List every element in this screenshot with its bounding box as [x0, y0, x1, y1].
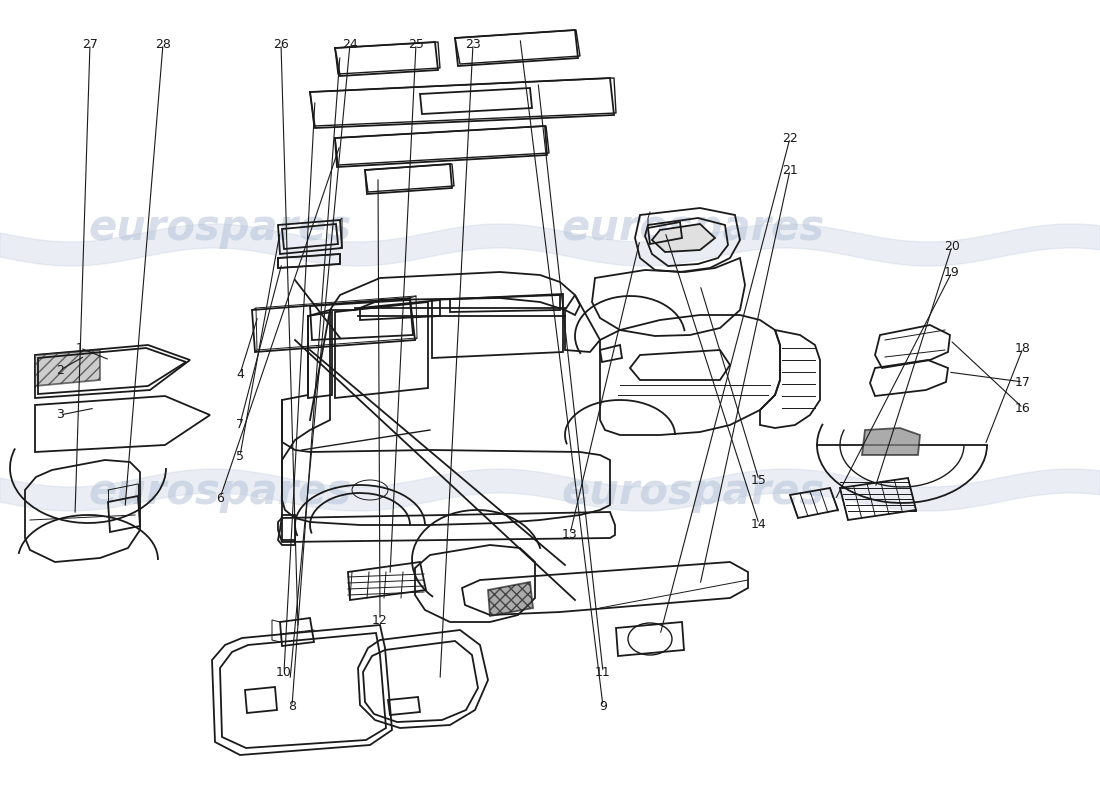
Text: 7: 7 — [236, 418, 244, 430]
Text: 26: 26 — [273, 38, 289, 50]
Text: 8: 8 — [288, 699, 296, 713]
Text: 9: 9 — [600, 699, 607, 713]
Text: 12: 12 — [372, 614, 388, 626]
Polygon shape — [652, 224, 715, 252]
Text: 23: 23 — [465, 38, 481, 50]
Text: 13: 13 — [562, 527, 578, 541]
Text: 16: 16 — [1015, 402, 1031, 414]
Text: 25: 25 — [408, 38, 424, 50]
Text: eurospares: eurospares — [561, 471, 825, 513]
Polygon shape — [862, 428, 920, 455]
Text: eurospares: eurospares — [561, 207, 825, 249]
Text: 10: 10 — [276, 666, 292, 678]
Text: 4: 4 — [236, 367, 244, 381]
Text: 18: 18 — [1015, 342, 1031, 354]
Text: 22: 22 — [782, 131, 797, 145]
Text: 2: 2 — [56, 363, 64, 377]
Text: 14: 14 — [751, 518, 767, 530]
Text: 15: 15 — [751, 474, 767, 486]
Text: eurospares: eurospares — [88, 471, 352, 513]
Text: eurospares: eurospares — [88, 207, 352, 249]
Text: 20: 20 — [944, 239, 960, 253]
Text: 17: 17 — [1015, 375, 1031, 389]
Polygon shape — [488, 582, 534, 616]
Text: 21: 21 — [782, 163, 797, 177]
Text: 24: 24 — [342, 38, 358, 50]
Text: 11: 11 — [595, 666, 610, 678]
Text: 5: 5 — [236, 450, 244, 462]
Text: 27: 27 — [82, 38, 98, 50]
Text: 19: 19 — [944, 266, 960, 278]
Text: 3: 3 — [56, 409, 64, 422]
Text: 6: 6 — [216, 491, 224, 505]
Text: 28: 28 — [155, 38, 170, 50]
Polygon shape — [35, 350, 100, 386]
Text: 1: 1 — [76, 342, 84, 354]
